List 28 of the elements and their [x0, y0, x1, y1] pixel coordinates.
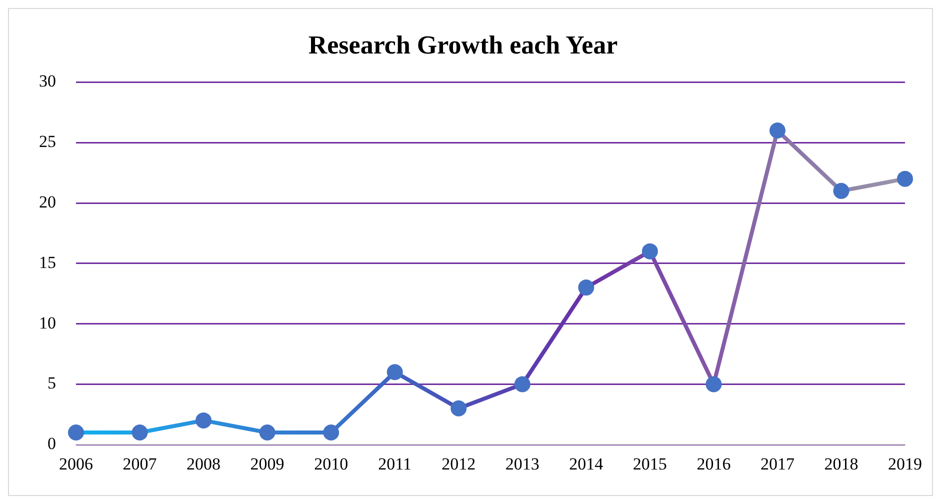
- y-tick-label: 5: [48, 374, 56, 393]
- x-tick-label: 2014: [569, 454, 604, 474]
- x-tick-label: 2008: [186, 454, 221, 474]
- x-tick-label: 2009: [250, 454, 284, 474]
- x-tick-label: 2016: [696, 454, 731, 474]
- chart-title: Research Growth each Year: [308, 30, 618, 60]
- x-tick-label: 2013: [505, 454, 540, 474]
- point: [259, 424, 276, 441]
- x-tick-label: 2012: [442, 454, 476, 474]
- y-tick-label: 0: [48, 434, 56, 454]
- point: [450, 400, 467, 416]
- x-tick-label: 2006: [59, 454, 93, 474]
- y-tick-label: 20: [39, 192, 56, 212]
- x-tick-label: 2018: [824, 454, 858, 474]
- x-tick-label: 2017: [760, 454, 795, 474]
- y-tick-label: 30: [39, 72, 56, 91]
- point: [386, 364, 403, 380]
- x-tick-label: 2007: [122, 454, 158, 474]
- x-tick-label: 2019: [888, 454, 922, 474]
- y-tick-label: 10: [39, 313, 56, 332]
- x-tick-label: 2015: [632, 454, 667, 474]
- point: [132, 424, 148, 441]
- point: [196, 412, 212, 428]
- x-tick-label: 2011: [378, 454, 412, 474]
- x-tick-label: 2010: [314, 454, 348, 474]
- point: [323, 424, 340, 441]
- y-tick-label: 15: [39, 252, 56, 272]
- y-tick-label: 25: [39, 132, 56, 152]
